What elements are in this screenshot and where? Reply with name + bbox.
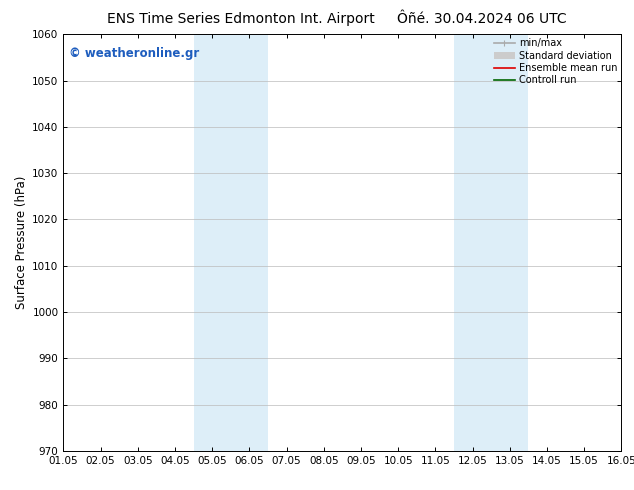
Y-axis label: Surface Pressure (hPa): Surface Pressure (hPa) bbox=[15, 176, 28, 309]
Bar bbox=[454, 34, 528, 451]
Text: © weatheronline.gr: © weatheronline.gr bbox=[69, 47, 199, 60]
Text: ENS Time Series Edmonton Int. Airport: ENS Time Series Edmonton Int. Airport bbox=[107, 12, 375, 26]
Bar bbox=[193, 34, 268, 451]
Text: Ôñé. 30.04.2024 06 UTC: Ôñé. 30.04.2024 06 UTC bbox=[397, 12, 567, 26]
Legend: min/max, Standard deviation, Ensemble mean run, Controll run: min/max, Standard deviation, Ensemble me… bbox=[492, 36, 619, 87]
